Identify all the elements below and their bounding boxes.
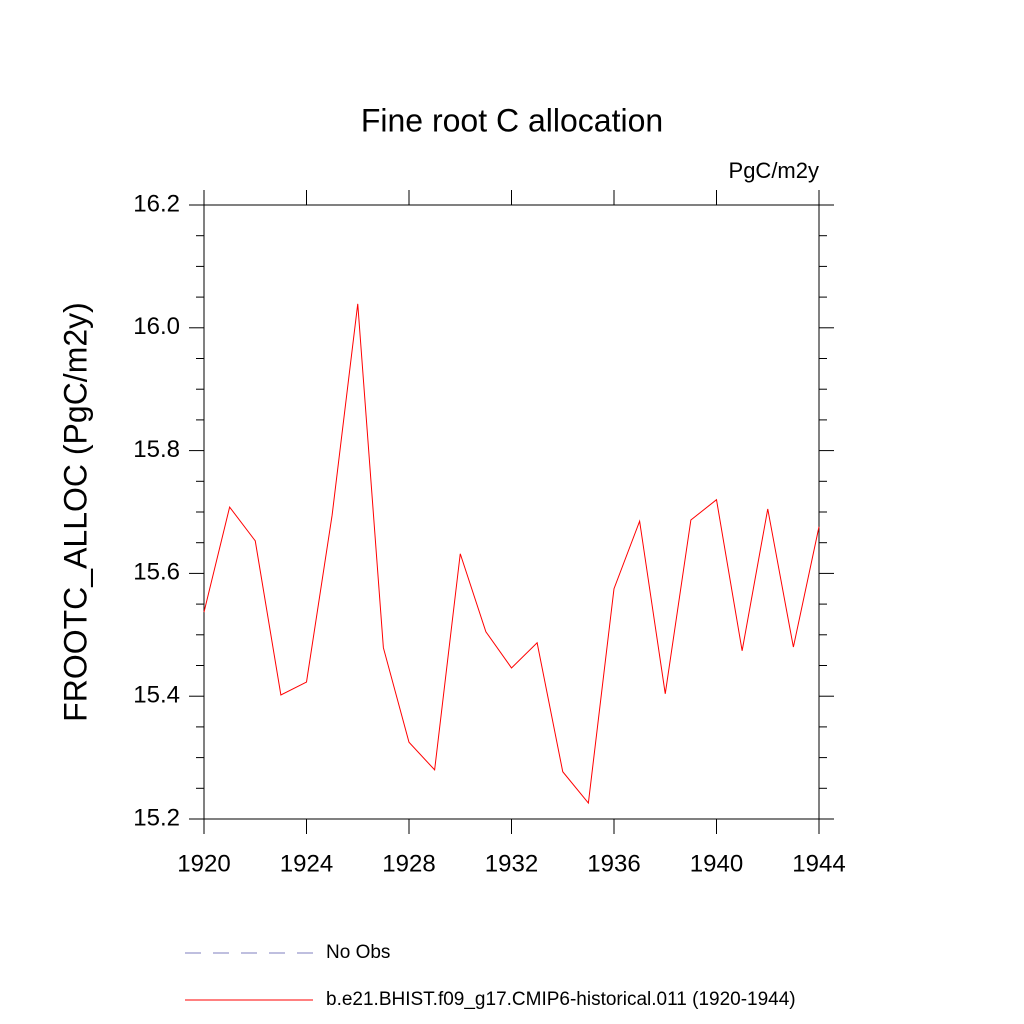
y-tick-label: 15.2 — [133, 804, 180, 831]
x-tick-label: 1936 — [587, 850, 640, 877]
x-tick-label: 1932 — [485, 850, 538, 877]
y-tick-label: 16.0 — [133, 313, 180, 340]
y-tick-label: 15.4 — [133, 682, 180, 709]
data-line — [203, 303, 820, 805]
plot-frame — [203, 204, 820, 820]
x-tick-label: 1920 — [177, 850, 230, 877]
legend-label: b.e21.BHIST.f09_g17.CMIP6-historical.011… — [326, 989, 796, 1010]
x-tick-label: 1924 — [280, 850, 333, 877]
chart-title: Fine root C allocation — [361, 102, 663, 138]
y-tick-label: 15.6 — [133, 559, 180, 586]
y-tick-label: 16.2 — [133, 190, 180, 217]
x-tick-label: 1944 — [792, 850, 845, 877]
legend-label: No Obs — [326, 942, 390, 963]
y-axis-label: FROOTC_ALLOC (PgC/m2y) — [57, 302, 93, 722]
y-tick-label: 15.8 — [133, 436, 180, 463]
x-tick-label: 1928 — [382, 850, 435, 877]
units-label: PgC/m2y — [729, 158, 819, 183]
x-tick-label: 1940 — [690, 850, 743, 877]
